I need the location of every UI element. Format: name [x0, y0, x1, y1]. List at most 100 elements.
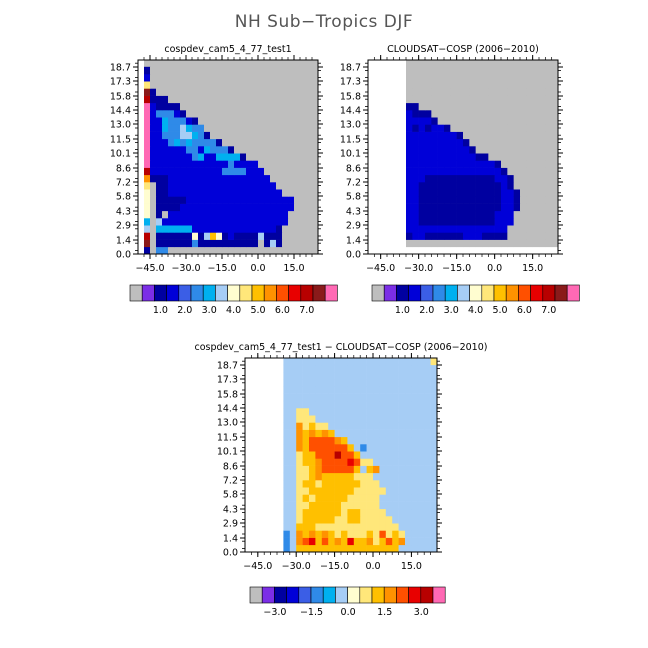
heatmap-cell	[430, 372, 438, 380]
heatmap-cell	[424, 458, 431, 466]
heatmap-cell	[341, 458, 348, 466]
heatmap-cell	[418, 74, 426, 82]
heatmap-cell	[482, 146, 489, 154]
heatmap-cell	[150, 124, 157, 132]
heatmap-cell	[444, 203, 451, 212]
heatmap-cell	[192, 88, 199, 96]
heatmap-cell	[252, 110, 259, 118]
heatmap-cell	[228, 167, 235, 176]
y-tick-label: 18.7	[217, 361, 238, 372]
y-tick-label: 10.1	[340, 149, 361, 160]
heatmap-cell	[294, 203, 301, 212]
heatmap-cell	[156, 66, 163, 75]
heatmap-cell	[405, 537, 412, 546]
heatmap-cell	[469, 131, 476, 140]
heatmap-cell	[282, 138, 289, 147]
heatmap-cell	[424, 379, 431, 387]
heatmap-cell	[312, 246, 319, 255]
heatmap-cell	[204, 210, 211, 219]
x-tick-label: 15.0	[401, 561, 422, 572]
heatmap-cell	[312, 74, 319, 82]
heatmap-cell	[444, 74, 451, 82]
heatmap-cell	[475, 81, 483, 89]
heatmap-cell	[315, 415, 323, 423]
heatmap-cell	[444, 146, 451, 154]
heatmap-cell	[289, 516, 297, 524]
heatmap-cell	[309, 451, 316, 459]
heatmap-cell	[174, 153, 181, 161]
heatmap-cell	[234, 74, 241, 82]
heatmap-cell	[276, 124, 283, 132]
heatmap-cell	[168, 167, 175, 176]
colorbar-box	[202, 284, 216, 302]
heatmap-cell	[309, 415, 316, 423]
heatmap-cell	[294, 218, 301, 226]
heatmap-cell	[539, 66, 546, 75]
heatmap-cell	[258, 196, 265, 204]
heatmap-cell	[198, 138, 205, 147]
heatmap-cell	[180, 182, 187, 190]
heatmap-cell	[270, 189, 277, 197]
heatmap-cell	[315, 501, 323, 510]
heatmap-cell	[405, 530, 412, 538]
heatmap-cell	[482, 81, 489, 89]
heatmap-cell	[366, 436, 374, 445]
heatmap-cell	[294, 146, 301, 154]
heatmap-cell	[494, 146, 502, 154]
heatmap-cell	[398, 436, 406, 445]
heatmap-cell	[294, 189, 301, 197]
heatmap-cell	[180, 95, 187, 104]
heatmap-cell	[222, 74, 229, 82]
heatmap-cell	[501, 124, 508, 132]
heatmap-cell	[300, 95, 307, 104]
heatmap-cell	[306, 196, 313, 204]
heatmap-cell	[294, 110, 301, 118]
heatmap-cell	[501, 66, 508, 75]
heatmap-cell	[276, 182, 283, 190]
heatmap-cell	[412, 210, 419, 219]
heatmap-cell	[210, 110, 217, 118]
heatmap-cell	[526, 102, 533, 111]
y-tick-label: 1.4	[223, 534, 238, 545]
heatmap-cell	[315, 358, 323, 366]
heatmap-cell	[456, 138, 464, 147]
heatmap-cell	[252, 189, 259, 197]
heatmap-cell	[312, 189, 319, 197]
heatmap-cell	[507, 131, 514, 140]
heatmap-cell	[545, 102, 552, 111]
heatmap-cell	[234, 210, 241, 219]
heatmap-cell	[312, 110, 319, 118]
heatmap-cell	[405, 523, 412, 531]
heatmap-cell	[270, 88, 277, 96]
y-tick-label: 15.8	[110, 92, 131, 103]
heatmap-cell	[418, 95, 426, 104]
heatmap-cell	[431, 210, 438, 219]
heatmap-cell	[204, 138, 211, 147]
colorbar-box	[554, 284, 568, 302]
heatmap-cell	[513, 167, 521, 176]
heatmap-cell	[309, 530, 316, 538]
heatmap-cell	[296, 436, 303, 445]
y-tick-label: 1.4	[346, 236, 361, 247]
heatmap-cell	[450, 81, 457, 89]
heatmap-cell	[425, 218, 432, 226]
heatmap-cell	[418, 146, 426, 154]
heatmap-cell	[289, 400, 297, 409]
heatmap-cell	[162, 95, 169, 104]
heatmap-cell	[360, 436, 367, 445]
heatmap-cell	[412, 95, 419, 104]
heatmap-cell	[270, 81, 277, 89]
heatmap-cell	[240, 196, 247, 204]
heatmap-cell	[418, 182, 426, 190]
heatmap-cell	[494, 160, 502, 168]
heatmap-cell	[222, 66, 229, 75]
heatmap-cell	[150, 138, 157, 147]
heatmap-cell	[507, 225, 514, 233]
heatmap-cell	[162, 66, 169, 75]
heatmap-cell	[379, 379, 387, 387]
heatmap-cell	[425, 167, 432, 176]
heatmap-cell	[437, 167, 445, 176]
heatmap-cell	[192, 167, 199, 176]
heatmap-cell	[283, 372, 291, 380]
heatmap-cell	[198, 225, 205, 233]
